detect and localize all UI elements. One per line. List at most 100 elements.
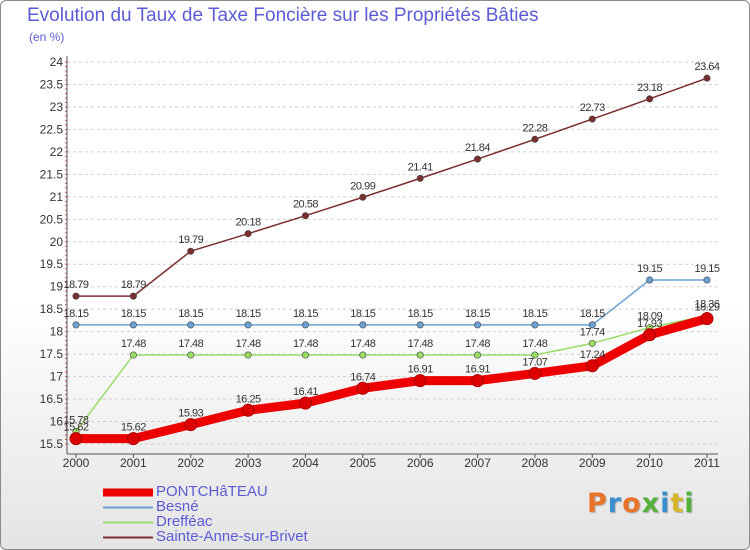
data-point bbox=[187, 247, 195, 255]
legend-label-sainte-anne: Sainte-Anne-sur-Brivet bbox=[156, 528, 308, 545]
data-point bbox=[244, 351, 252, 359]
data-label: 22.28 bbox=[522, 122, 547, 134]
data-label: 17.48 bbox=[350, 338, 375, 350]
series-line-3 bbox=[75, 77, 708, 297]
data-label: 17.74 bbox=[580, 326, 605, 338]
data-point bbox=[528, 366, 542, 380]
data-label: 17.93 bbox=[637, 318, 662, 330]
data-label: 17.48 bbox=[293, 338, 318, 350]
data-label: 16.41 bbox=[293, 386, 318, 398]
data-label: 18.15 bbox=[63, 308, 88, 320]
data-label: 21.84 bbox=[465, 142, 490, 154]
y-tick-label: 17.5 bbox=[40, 347, 64, 361]
y-tick-label: 23 bbox=[50, 100, 64, 114]
data-label: 22.73 bbox=[580, 102, 605, 114]
data-label: 15.62 bbox=[121, 422, 146, 434]
data-point bbox=[359, 351, 367, 359]
x-tick-label: 2010 bbox=[636, 456, 663, 470]
x-tick-label: 2005 bbox=[349, 456, 376, 470]
y-tick-label: 19 bbox=[50, 280, 64, 294]
data-label: 18.15 bbox=[350, 308, 375, 320]
data-point bbox=[588, 321, 596, 329]
data-point bbox=[474, 155, 482, 163]
data-point bbox=[301, 321, 309, 329]
y-tick-label: 16.5 bbox=[40, 392, 64, 406]
data-label: 17.48 bbox=[522, 338, 547, 350]
data-label: 18.15 bbox=[408, 308, 433, 320]
data-point bbox=[416, 321, 424, 329]
legend-swatch-besne bbox=[103, 506, 153, 509]
data-label: 20.18 bbox=[236, 217, 261, 229]
data-point bbox=[703, 74, 711, 82]
x-tick-label: 2003 bbox=[235, 456, 262, 470]
data-label: 17.48 bbox=[236, 338, 261, 350]
logo-letter: x bbox=[641, 488, 661, 519]
series-line-0 bbox=[71, 314, 712, 444]
data-point bbox=[359, 193, 367, 201]
data-label: 18.15 bbox=[236, 308, 261, 320]
y-tick-label: 20 bbox=[50, 235, 64, 249]
y-tick-label: 24 bbox=[50, 55, 64, 69]
data-label: 18.15 bbox=[465, 308, 490, 320]
data-point bbox=[69, 432, 83, 446]
data-point bbox=[241, 403, 255, 417]
legend-label-drefféac: Drefféac bbox=[156, 513, 213, 530]
data-point bbox=[585, 359, 599, 373]
data-label: 15.62 bbox=[63, 422, 88, 434]
data-point bbox=[471, 374, 485, 388]
logo-letter: i bbox=[684, 488, 695, 519]
legend-item-besne[interactable]: Besné bbox=[103, 498, 363, 515]
legend-item-sainte-anne[interactable]: Sainte-Anne-sur-Brivet bbox=[103, 528, 363, 545]
data-label: 18.29 bbox=[694, 302, 719, 314]
data-label: 17.48 bbox=[178, 338, 203, 350]
data-label: 18.15 bbox=[522, 308, 547, 320]
data-point bbox=[184, 418, 198, 432]
data-point bbox=[700, 312, 714, 326]
series-line-1 bbox=[75, 279, 708, 326]
data-point bbox=[413, 374, 427, 388]
legend-swatch-pontchateau bbox=[103, 488, 153, 497]
data-label: 19.15 bbox=[637, 263, 662, 275]
data-point bbox=[129, 292, 137, 300]
chart-title: Evolution du Taux de Taxe Foncière sur l… bbox=[27, 5, 539, 26]
y-tick-label: 18 bbox=[50, 325, 64, 339]
data-label: 15.78 bbox=[63, 414, 88, 426]
data-point bbox=[244, 321, 252, 329]
y-tick-label: 20.5 bbox=[40, 212, 64, 226]
data-point bbox=[126, 432, 140, 446]
legend-item-pontchateau[interactable]: PONTCHâTEAU bbox=[103, 483, 363, 500]
data-point bbox=[356, 381, 370, 395]
data-point bbox=[588, 339, 596, 347]
data-label: 21.41 bbox=[408, 161, 433, 173]
data-point bbox=[474, 351, 482, 359]
data-label: 17.07 bbox=[522, 356, 547, 368]
data-label: 19.15 bbox=[694, 263, 719, 275]
legend: PONTCHâTEAU Besné Drefféac Sainte-Anne-s… bbox=[103, 483, 363, 545]
legend-swatch-sainte-anne bbox=[103, 536, 153, 539]
logo-letter: i bbox=[660, 488, 671, 519]
data-label: 16.91 bbox=[408, 364, 433, 376]
x-tick-label: 2009 bbox=[579, 456, 606, 470]
data-point bbox=[643, 328, 657, 342]
data-label: 18.79 bbox=[63, 279, 88, 291]
data-label: 17.24 bbox=[580, 349, 605, 361]
data-point bbox=[72, 292, 80, 300]
data-point bbox=[531, 135, 539, 143]
legend-item-drefféac[interactable]: Drefféac bbox=[103, 513, 363, 530]
x-tick-label: 2004 bbox=[292, 456, 319, 470]
x-tick-label: 2007 bbox=[464, 456, 491, 470]
y-tick-label: 21 bbox=[50, 190, 64, 204]
data-label: 18.15 bbox=[121, 308, 146, 320]
data-point bbox=[416, 174, 424, 182]
data-point bbox=[531, 351, 539, 359]
logo-letter: r bbox=[607, 488, 623, 519]
data-point bbox=[359, 321, 367, 329]
legend-swatch-drefféac bbox=[103, 521, 153, 524]
data-label: 17.48 bbox=[121, 338, 146, 350]
proxiti-logo: Proxiti bbox=[587, 488, 695, 519]
data-label: 18.79 bbox=[121, 279, 146, 291]
x-tick-label: 2002 bbox=[177, 456, 204, 470]
y-tick-label: 15.5 bbox=[40, 437, 64, 451]
